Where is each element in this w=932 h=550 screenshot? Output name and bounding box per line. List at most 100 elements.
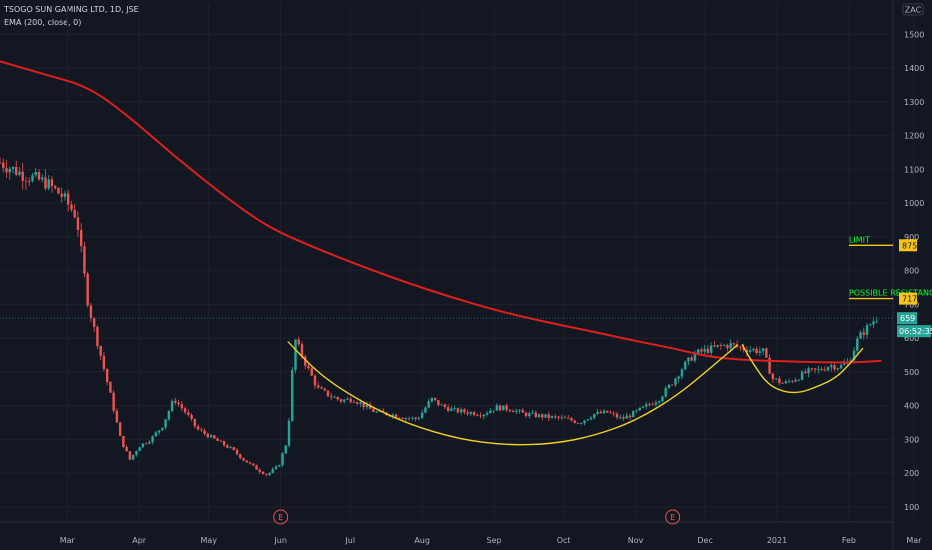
candle-body bbox=[66, 193, 70, 205]
candle-body bbox=[102, 355, 106, 369]
candle-body bbox=[112, 392, 115, 411]
candle-body bbox=[826, 367, 830, 371]
candle-body bbox=[11, 166, 15, 169]
candle-body bbox=[0, 162, 2, 164]
x-tick-label: Feb bbox=[842, 536, 856, 545]
candle-body bbox=[21, 171, 24, 181]
candle-body bbox=[203, 430, 206, 434]
candle-body bbox=[836, 368, 839, 370]
candle-body bbox=[122, 435, 125, 447]
candle-body bbox=[580, 423, 583, 424]
candle-body bbox=[612, 412, 615, 414]
candle-body bbox=[703, 348, 706, 352]
candle-body bbox=[125, 446, 128, 452]
last-price-tag-text: 659 bbox=[900, 314, 915, 323]
candle-body bbox=[320, 387, 323, 389]
candle-body bbox=[118, 422, 122, 436]
candle-body bbox=[599, 411, 602, 414]
candle-body bbox=[24, 180, 28, 182]
candle-body bbox=[862, 332, 865, 335]
candle-body bbox=[368, 404, 372, 409]
candle-body bbox=[453, 408, 456, 410]
candle-body bbox=[330, 396, 333, 398]
candle-body bbox=[800, 371, 804, 380]
candle-body bbox=[752, 348, 755, 351]
y-tick-label: 1300 bbox=[904, 98, 924, 107]
cup-pattern-curve bbox=[286, 340, 739, 446]
candle-body bbox=[534, 412, 537, 418]
candle-body bbox=[83, 246, 86, 274]
candle-body bbox=[372, 408, 375, 412]
earnings-marker bbox=[273, 509, 289, 525]
candle-body bbox=[375, 411, 378, 413]
candle-body bbox=[804, 371, 807, 374]
candle-body bbox=[625, 415, 628, 419]
candle-body bbox=[657, 401, 661, 403]
candle-body bbox=[336, 397, 339, 400]
candle-body bbox=[430, 397, 434, 402]
candle-body bbox=[206, 433, 210, 438]
candle-body bbox=[37, 171, 41, 180]
candle-body bbox=[284, 445, 287, 454]
candle-body bbox=[193, 418, 197, 427]
candle-body bbox=[797, 379, 801, 381]
candle-body bbox=[313, 375, 317, 386]
candle-body bbox=[274, 466, 278, 470]
y-tick-label: 300 bbox=[904, 435, 919, 444]
candle-body bbox=[248, 462, 252, 464]
candle-body bbox=[852, 350, 856, 361]
candle-body bbox=[869, 324, 872, 326]
candle-body bbox=[28, 180, 31, 182]
candle-body bbox=[726, 345, 729, 349]
candle-body bbox=[839, 364, 843, 369]
candle-body bbox=[381, 410, 385, 413]
chart-symbol-title[interactable]: TSOGO SUN GAMING LTD, 1D, JSE bbox=[4, 5, 139, 14]
candle-body bbox=[339, 399, 343, 402]
candle-body bbox=[96, 326, 99, 347]
candle-body bbox=[719, 344, 723, 346]
candle-body bbox=[450, 408, 453, 411]
candle-body bbox=[830, 365, 833, 368]
candle-body bbox=[333, 397, 336, 398]
level-price-tag bbox=[899, 292, 917, 305]
candle-body bbox=[63, 193, 67, 197]
candle-body bbox=[651, 404, 654, 406]
candle-body bbox=[761, 348, 765, 352]
candle-body bbox=[440, 404, 443, 406]
candle-body bbox=[674, 378, 677, 385]
candle-body bbox=[606, 410, 609, 413]
candle-body bbox=[343, 399, 346, 402]
candle-body bbox=[239, 454, 242, 459]
candle-body bbox=[213, 435, 216, 439]
candle-body bbox=[570, 418, 573, 421]
candle-body bbox=[619, 417, 622, 418]
candle-body bbox=[226, 445, 229, 448]
candle-body bbox=[784, 381, 788, 384]
y-tick-label: 100 bbox=[904, 503, 919, 512]
level-label: LIMIT bbox=[849, 235, 870, 244]
horizontal-levels: LIMIT POSSIBLE RESISTANCE bbox=[0, 235, 932, 319]
candle-body bbox=[144, 443, 148, 445]
candle-body bbox=[732, 343, 736, 345]
price-tags: 875 717 659 06:52:35 bbox=[897, 239, 932, 338]
candle-body bbox=[99, 346, 102, 356]
x-tick-label: Jul bbox=[344, 536, 355, 545]
candle-body bbox=[190, 414, 193, 419]
candle-body bbox=[180, 404, 184, 409]
candle-body bbox=[687, 357, 690, 362]
candle-body bbox=[521, 410, 525, 413]
candle-body bbox=[407, 418, 411, 419]
candle-body bbox=[31, 175, 34, 182]
currency-box bbox=[902, 3, 924, 16]
candle-body bbox=[713, 345, 716, 347]
candle-body bbox=[778, 378, 781, 383]
y-tick-label: 600 bbox=[904, 334, 919, 343]
candle-body bbox=[722, 345, 726, 347]
candle-body bbox=[128, 451, 132, 460]
candle-body bbox=[875, 321, 878, 322]
level-price-tag-text: 875 bbox=[902, 241, 917, 250]
candle-body bbox=[550, 416, 554, 418]
indicator-legend-ema[interactable]: EMA (200, close, 0) bbox=[4, 18, 82, 27]
candle-body bbox=[417, 418, 421, 420]
